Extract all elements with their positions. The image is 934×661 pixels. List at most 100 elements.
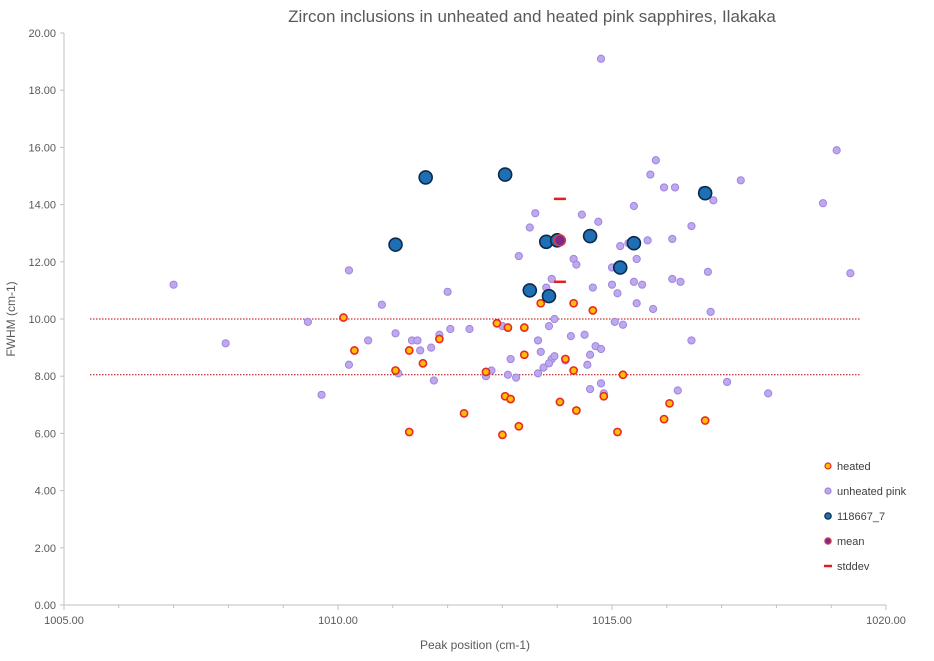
unheated-pink-point xyxy=(221,339,230,348)
unheated-pink-point xyxy=(629,277,639,286)
series-118667-7 xyxy=(388,167,713,304)
unheated-pink-point xyxy=(594,217,603,226)
x-tick-label: 1015.00 xyxy=(592,615,632,627)
heated-point xyxy=(404,346,414,355)
unheated-pink-point xyxy=(687,221,696,231)
unheated-pink-point xyxy=(514,251,523,261)
y-tick-label: 0.00 xyxy=(35,600,56,612)
unheated-pink-point xyxy=(506,354,515,364)
unheated-pink-point xyxy=(443,287,452,296)
legend-item: unheated pink xyxy=(824,486,907,498)
sample-118667-7-point xyxy=(626,235,642,251)
unheated-pink-point xyxy=(638,280,647,289)
legend-symbol xyxy=(824,487,832,495)
series-unheated-pink xyxy=(169,54,855,399)
legend-item: 118667_7 xyxy=(824,511,885,523)
unheated-pink-point xyxy=(585,350,595,359)
unheated-pink-point xyxy=(596,379,606,388)
heated-point xyxy=(561,354,570,364)
unheated-pink-point xyxy=(632,254,641,264)
unheated-pink-point xyxy=(531,209,540,218)
legend-symbol xyxy=(824,512,832,520)
unheated-pink-point xyxy=(429,376,438,385)
y-tick-label: 14.00 xyxy=(28,200,56,212)
unheated-pink-point xyxy=(610,317,619,326)
unheated-pink-point xyxy=(544,322,554,331)
heated-point xyxy=(571,406,581,415)
unheated-pink-point xyxy=(659,183,669,192)
unheated-pink-point xyxy=(670,183,680,192)
heated-point xyxy=(391,366,400,375)
unheated-pink-point xyxy=(544,359,554,368)
unheated-pink-point xyxy=(377,300,386,309)
unheated-pink-point xyxy=(427,343,436,352)
heated-point xyxy=(569,298,579,308)
legend-label: 118667_7 xyxy=(837,511,885,523)
unheated-pink-point xyxy=(709,196,718,205)
heated-point xyxy=(492,318,502,328)
legend-symbol xyxy=(824,462,832,470)
heated-point xyxy=(503,323,513,332)
heated-point xyxy=(599,391,609,401)
sample-118667-7-point xyxy=(388,237,403,252)
y-tick-label: 8.00 xyxy=(35,371,56,383)
unheated-pink-point xyxy=(550,352,559,361)
heated-point xyxy=(700,416,710,425)
unheated-pink-point xyxy=(643,236,652,245)
unheated-pink-point xyxy=(364,336,373,345)
unheated-pink-point xyxy=(344,266,354,275)
legend-label: unheated pink xyxy=(837,486,907,498)
heated-point xyxy=(659,414,669,424)
legend-label: heated xyxy=(837,461,871,473)
series-layer xyxy=(169,54,855,440)
heated-point xyxy=(350,346,359,355)
y-tick-label: 6.00 xyxy=(35,428,56,440)
sample-118667-7-point xyxy=(497,167,513,182)
unheated-pink-point xyxy=(649,304,658,314)
unheated-pink-point xyxy=(706,307,715,316)
series-stddev xyxy=(553,197,566,284)
sample-118667-7-point xyxy=(522,283,538,298)
unheated-pink-point xyxy=(629,201,639,211)
sample-118667-7-point xyxy=(418,170,433,185)
heated-point xyxy=(481,367,491,377)
legend-label: stddev xyxy=(837,561,870,573)
legend-symbol xyxy=(824,537,832,545)
heated-point xyxy=(519,350,529,360)
unheated-pink-point xyxy=(616,241,625,251)
unheated-pink-point xyxy=(764,389,773,398)
x-axis-title: Peak position (cm-1) xyxy=(420,638,530,652)
legend-item: mean xyxy=(824,536,865,548)
unheated-pink-point xyxy=(651,156,660,165)
sample-118667-7-point xyxy=(541,288,557,304)
unheated-pink-point xyxy=(566,332,576,341)
unheated-pink-point xyxy=(668,234,677,244)
unheated-pink-point xyxy=(703,267,713,276)
unheated-pink-point xyxy=(736,176,745,185)
unheated-pink-point xyxy=(317,390,326,399)
unheated-pink-point xyxy=(583,360,592,369)
unheated-pink-point xyxy=(303,317,312,326)
x-tick-label: 1010.00 xyxy=(318,615,358,627)
unheated-pink-point xyxy=(512,373,521,382)
heated-point xyxy=(665,398,674,408)
unheated-pink-point xyxy=(668,274,677,284)
heated-point xyxy=(497,430,507,440)
unheated-pink-point xyxy=(632,299,641,308)
sample-118667-7-point xyxy=(697,185,713,201)
series-heated xyxy=(339,298,710,440)
unheated-pink-point xyxy=(676,277,685,286)
unheated-pink-point xyxy=(577,210,586,219)
unheated-pink-point xyxy=(673,386,682,395)
unheated-pink-point xyxy=(618,320,628,329)
unheated-pink-point xyxy=(607,280,617,289)
unheated-pink-point xyxy=(525,223,534,232)
y-tick-label: 2.00 xyxy=(35,543,56,555)
unheated-pink-point xyxy=(413,336,422,345)
chart-title: Zircon inclusions in unheated and heated… xyxy=(288,7,776,26)
unheated-pink-point xyxy=(547,274,556,284)
unheated-pink-point xyxy=(846,269,855,278)
unheated-pink-point xyxy=(832,146,841,155)
